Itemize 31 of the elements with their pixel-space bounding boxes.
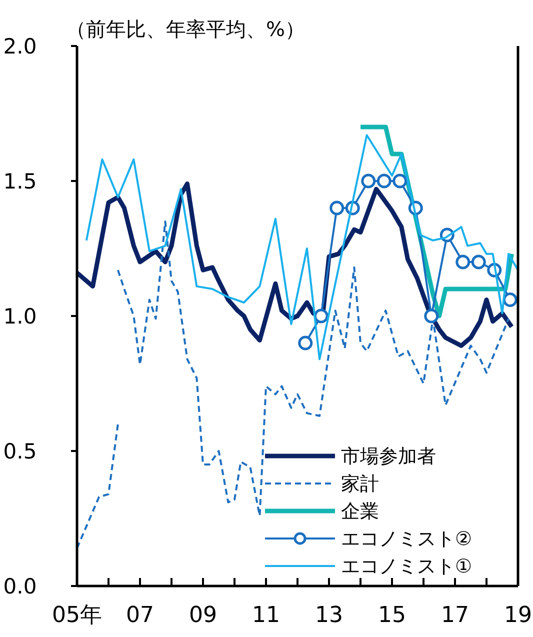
legend-label: エコノミスト① — [341, 556, 472, 578]
x-tick-label: 13 — [315, 603, 343, 628]
point — [471, 254, 486, 270]
x-tick-label: 09 — [189, 603, 217, 628]
legend-label: エコノミスト② — [341, 528, 472, 550]
point — [314, 308, 328, 324]
x-tick-label: 07 — [126, 603, 154, 628]
point — [298, 336, 313, 350]
x-tick-label: 17 — [441, 603, 469, 628]
x-tick-label: 15 — [378, 603, 406, 628]
legend-label: 市場参加者 — [341, 446, 436, 468]
legend-label: 家計 — [341, 473, 379, 496]
y-tick-label: 1.5 — [3, 169, 37, 194]
y-tick-label: 1.0 — [3, 304, 37, 328]
point — [456, 254, 470, 270]
point — [424, 308, 439, 324]
point — [502, 292, 518, 308]
line-series — [76, 423, 119, 550]
x-tick-label: 19 — [504, 603, 532, 628]
x-tick-label: 11 — [252, 603, 280, 628]
point — [330, 200, 344, 216]
y-axis-title: （前年比、年率平均、%） — [66, 17, 306, 41]
point — [361, 174, 376, 188]
x-tick-label: 05年 — [52, 603, 102, 628]
y-tick-label: 2.0 — [3, 34, 37, 58]
y-tick-label: 0.0 — [3, 574, 37, 598]
point — [392, 174, 408, 188]
legend-label: 企業 — [341, 500, 379, 523]
line-series — [85, 134, 519, 360]
point — [376, 174, 392, 188]
y-tick-label: 0.5 — [3, 439, 37, 464]
